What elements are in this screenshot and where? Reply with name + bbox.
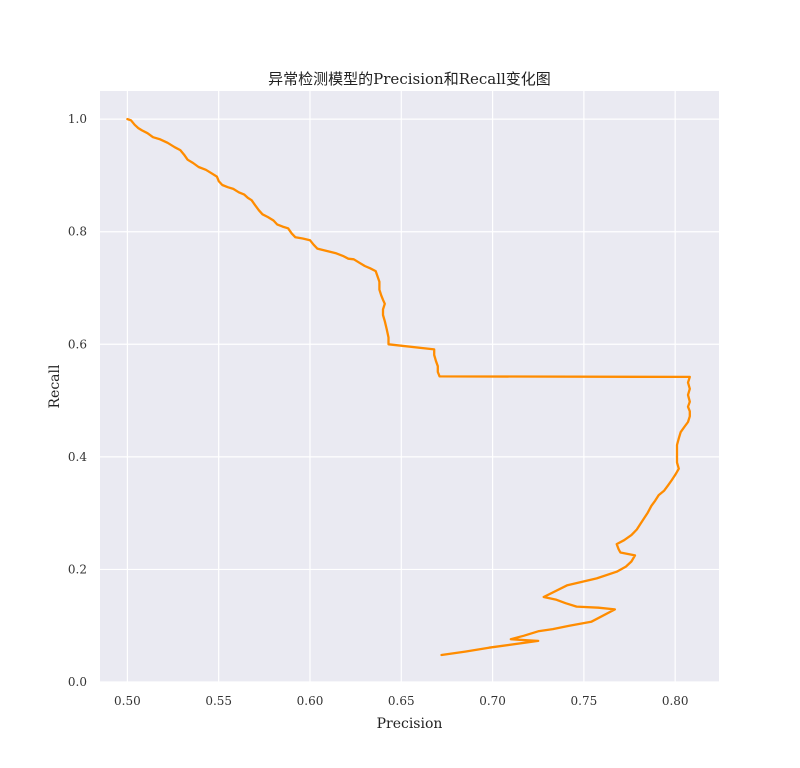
y-tick-label: 0.6: [68, 337, 87, 351]
y-tick-labels: 0.0 0.2 0.4 0.6 0.8 1.0: [68, 112, 87, 689]
x-tick-label: 0.80: [662, 694, 689, 708]
plot-area: [100, 91, 719, 682]
pr-curve-line: [126, 117, 691, 657]
x-gridlines: [126, 91, 676, 682]
x-tick-label: 0.55: [205, 694, 232, 708]
y-axis-label: Recall: [47, 364, 63, 408]
y-tick-label: 0.2: [68, 562, 87, 576]
x-tick-label: 0.75: [571, 694, 598, 708]
y-gridlines: [100, 118, 719, 683]
x-tick-label: 0.70: [479, 694, 506, 708]
series-layer: [126, 117, 691, 657]
x-axis-label: Precision: [377, 716, 443, 732]
y-tick-label: 0.0: [68, 675, 87, 689]
chart-title: 异常检测模型的Precision和Recall变化图: [268, 70, 551, 88]
x-tick-label: 0.60: [297, 694, 324, 708]
x-tick-labels: 0.50 0.55 0.60 0.65 0.70 0.75 0.80: [114, 694, 689, 708]
y-tick-label: 0.4: [68, 450, 87, 464]
y-tick-label: 0.8: [68, 225, 87, 239]
x-tick-label: 0.65: [388, 694, 415, 708]
y-tick-label: 1.0: [68, 112, 87, 126]
x-tick-label: 0.50: [114, 694, 141, 708]
